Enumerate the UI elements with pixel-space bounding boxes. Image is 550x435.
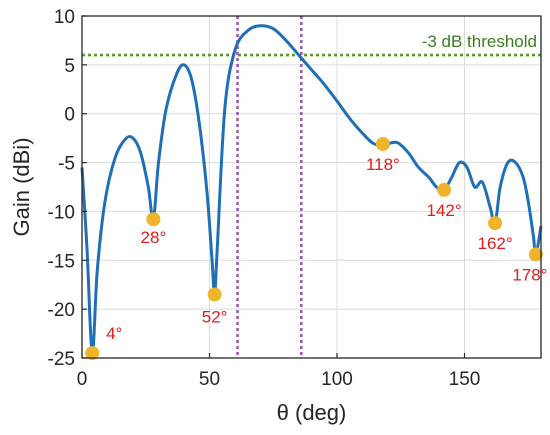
- y-ticks: -25 -20 -15 -10 -5 0 5 10: [48, 7, 87, 370]
- x-axis-label: θ (deg): [277, 400, 347, 425]
- marker-label: 118°: [366, 155, 400, 174]
- x-tick-label: 0: [77, 369, 88, 390]
- x-ticks: 0 50 100 150: [77, 353, 481, 390]
- plot-frame: [81, 15, 542, 359]
- y-tick-label: -25: [48, 349, 75, 370]
- y-tick-label: -20: [48, 300, 75, 321]
- y-tick-label: -10: [48, 202, 75, 223]
- marker-label: 178°: [512, 265, 547, 284]
- series-group: [80, 24, 543, 355]
- y-tick-label: 0: [64, 105, 75, 126]
- gain-series-line: [80, 24, 543, 355]
- marker-point: [207, 287, 222, 302]
- marker-point: [437, 182, 452, 197]
- marker-point: [85, 346, 100, 361]
- marker-label: 162°: [478, 234, 513, 253]
- y-axis-label: Gain (dBi): [9, 137, 34, 236]
- beamwidth-lines: [236, 16, 303, 358]
- marker-label: 52°: [202, 307, 228, 326]
- grid: [81, 15, 541, 359]
- marker-point: [375, 137, 390, 152]
- y-tick-label: -15: [48, 251, 75, 272]
- annotations-group: 4° 28° 52° 118° 142° 162° 178°: [106, 155, 547, 343]
- marker-label: 142°: [427, 201, 462, 220]
- marker-label: 4°: [106, 324, 122, 343]
- marker-point: [488, 216, 503, 231]
- markers-group: [85, 137, 543, 361]
- y-tick-label: -5: [58, 154, 75, 175]
- x-tick-label: 150: [449, 369, 481, 390]
- x-tick-label: 50: [199, 369, 220, 390]
- x-tick-label: 100: [321, 369, 353, 390]
- marker-point: [146, 212, 161, 227]
- y-tick-label: 10: [54, 7, 75, 28]
- marker-point: [528, 247, 543, 262]
- marker-label: 28°: [141, 228, 167, 247]
- threshold-label: -3 dB threshold: [422, 32, 537, 51]
- y-tick-label: 5: [64, 56, 75, 77]
